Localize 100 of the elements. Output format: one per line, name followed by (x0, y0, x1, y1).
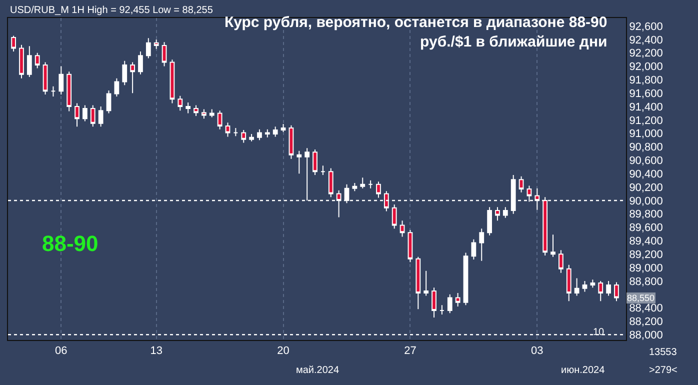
x-tick-label: 13 (150, 345, 162, 358)
y-tick-label: 91,000 (629, 128, 663, 140)
text: май.2024 (296, 365, 340, 376)
y-tick-label: 89,400 (629, 236, 663, 248)
y-tick-label: 92,200 (629, 48, 663, 60)
candlestick (42, 62, 48, 95)
candlestick (296, 150, 302, 174)
candlestick (432, 287, 436, 318)
candlestick (58, 66, 64, 95)
y-tick-label: 89,000 (629, 262, 663, 274)
candlestick (114, 78, 120, 97)
candlestick (257, 128, 262, 141)
y-tick-label: 88,800 (629, 276, 663, 288)
annotation: 88,550 (627, 293, 655, 303)
text: 13553 (649, 347, 678, 358)
candlestick (162, 42, 167, 67)
x-tick-label: 06 (55, 345, 68, 358)
candlestick (138, 51, 143, 75)
y-tick-label: 89,600 (629, 222, 663, 234)
x-tick-label: 03 (531, 345, 544, 358)
candlestick (264, 128, 270, 138)
candlestick (90, 104, 96, 128)
candlestick (202, 108, 206, 120)
candlestick (170, 59, 175, 104)
candlestick (416, 256, 421, 310)
candlestick (463, 252, 468, 306)
candlestick (424, 270, 429, 296)
candlestick (352, 182, 358, 192)
candlestick (194, 104, 198, 116)
candlestick (50, 86, 56, 97)
candlestick (558, 250, 564, 274)
candlestick (280, 123, 286, 133)
candlestick (186, 102, 191, 114)
candlestick (440, 304, 444, 316)
candlestick (518, 176, 524, 193)
candlestick (487, 206, 492, 236)
candlestick (249, 134, 254, 142)
candlestick (66, 71, 72, 112)
y-tick-label: 90,000 (629, 195, 663, 208)
y-tick-label: 92,000 (629, 61, 663, 74)
candlestick (106, 90, 112, 114)
candlestick (217, 110, 222, 130)
y-tick-label: 88,000 (629, 329, 663, 342)
candlestick (408, 229, 413, 263)
candlestick (209, 108, 214, 118)
candlestick (154, 38, 159, 50)
text: >279< (649, 365, 678, 376)
candlestick (320, 165, 326, 176)
y-tick-label: 89,200 (629, 248, 663, 261)
candlestick (122, 60, 128, 86)
candlestick (455, 292, 460, 307)
x-tick-label: 20 (277, 345, 290, 358)
candlestick (98, 106, 104, 128)
candlestick (606, 280, 611, 296)
annotation: 88-90 (42, 231, 98, 256)
candlestick (19, 44, 24, 79)
candlestick (392, 204, 397, 230)
candlestick (550, 234, 556, 258)
candlestick (178, 95, 183, 112)
candlestick (328, 168, 334, 198)
candlestick (495, 206, 500, 222)
candlestick (146, 38, 151, 59)
candlestick (368, 180, 373, 189)
candlestick (598, 280, 604, 302)
candlestick (376, 181, 381, 198)
y-tick-label: 91,400 (629, 101, 663, 114)
y-tick-label: 91,800 (629, 74, 663, 87)
candlestick (312, 148, 318, 176)
y-tick-label: 90,800 (629, 142, 663, 154)
y-tick-label: 90,200 (629, 182, 663, 194)
x-tick-label: 27 (404, 345, 416, 358)
candlestick (11, 35, 16, 52)
candlestick (400, 220, 405, 238)
candlestick (82, 104, 88, 122)
y-tick-label: 91,600 (629, 88, 663, 100)
candlestick (288, 124, 294, 160)
y-tick-label: 92,600 (629, 20, 663, 33)
y-tick-label: 88,200 (629, 316, 663, 328)
candlestick (272, 126, 278, 138)
candlestick (34, 52, 40, 69)
y-tick-label: 91,200 (629, 114, 663, 127)
candlestick (360, 177, 366, 189)
candlestick (590, 279, 596, 288)
text: июн.2024 (561, 365, 606, 376)
candlestick (614, 282, 619, 302)
candlestick (447, 294, 452, 314)
candlestick (241, 130, 246, 144)
candlestick (502, 206, 508, 218)
y-tick-label: 90,400 (629, 168, 663, 180)
candlestick (479, 228, 484, 262)
candlestick (582, 280, 588, 292)
y-tick-label: 90,600 (629, 155, 663, 168)
candlestick (130, 62, 135, 94)
y-tick-label: 88,400 (629, 302, 663, 315)
chart-title: Курс рубля, вероятно, останется в диапазоне 88-90 руб./$1 в ближайшие дни (224, 14, 608, 50)
candlestick (574, 278, 580, 296)
chart-subtitle: USD/RUB_M 1H High = 92,455 Low = 88,255 (10, 5, 214, 16)
candlestick (225, 122, 230, 138)
candlestick (26, 46, 32, 78)
y-tick-label: 89,800 (629, 208, 663, 221)
